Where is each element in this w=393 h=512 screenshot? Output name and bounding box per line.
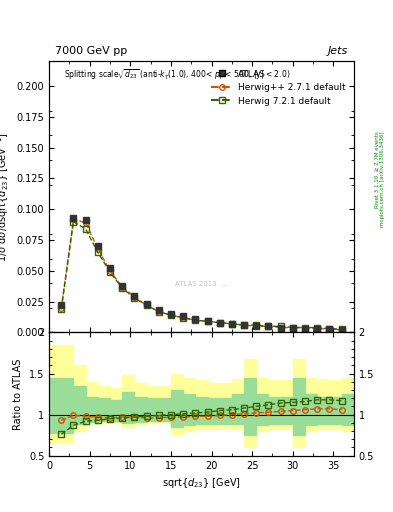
Y-axis label: Ratio to ATLAS: Ratio to ATLAS [13, 358, 23, 430]
Text: Splitting scale$\sqrt{d_{23}}$ (anti-$k_{T}$(1.0), 400< $p_{T}$ < 500, |y| < 2.0: Splitting scale$\sqrt{d_{23}}$ (anti-$k_… [64, 67, 291, 82]
Text: ATLAS 2013  ...: ATLAS 2013 ... [175, 281, 228, 287]
X-axis label: sqrt{$d_{23}$} [GeV]: sqrt{$d_{23}$} [GeV] [162, 476, 241, 490]
Y-axis label: 1/$\sigma$ d$\sigma$/dsqrt{$d_{23}$} [GeV$^{-1}$]: 1/$\sigma$ d$\sigma$/dsqrt{$d_{23}$} [Ge… [0, 132, 11, 262]
Legend: ATLAS, Herwig++ 2.7.1 default, Herwig 7.2.1 default: ATLAS, Herwig++ 2.7.1 default, Herwig 7.… [207, 66, 349, 109]
Text: Jets: Jets [327, 46, 348, 56]
Text: Rivet 3.1.10, ≥ 2.7M events
mcplots.cern.ch [arXiv:1306.3436]: Rivet 3.1.10, ≥ 2.7M events mcplots.cern… [375, 132, 385, 227]
Text: 7000 GeV pp: 7000 GeV pp [55, 46, 127, 56]
